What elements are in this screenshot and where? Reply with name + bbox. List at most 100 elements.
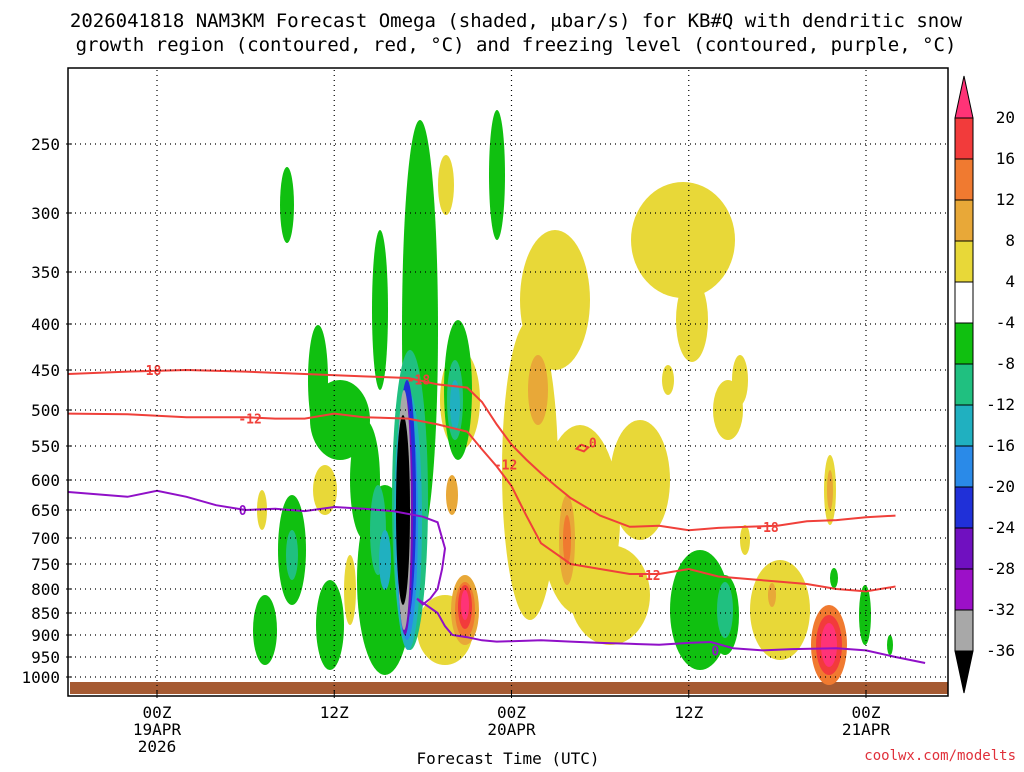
omega-blob — [859, 585, 871, 645]
omega-blob — [563, 515, 571, 565]
freezing-level-contour-label: 0 — [711, 644, 719, 659]
omega-blob — [253, 595, 277, 665]
y-tick-label: 850 — [31, 604, 60, 623]
colorbar-label: -36 — [986, 641, 1015, 660]
omega-blob — [450, 380, 460, 430]
x-tick-label: 12Z — [320, 703, 349, 722]
omega-blob — [528, 355, 548, 425]
dgz-contour-label: -18 — [407, 374, 431, 389]
colorbar-label: 12 — [996, 190, 1015, 209]
x-tick-label: 21APR — [842, 720, 891, 739]
omega-blob — [732, 355, 748, 405]
y-tick-label: 700 — [31, 529, 60, 548]
x-tick-label: 00Z — [852, 703, 881, 722]
omega-blob — [316, 580, 344, 670]
x-tick-label: 00Z — [143, 703, 172, 722]
x-tick-label: 19APR — [133, 720, 182, 739]
dgz-contour-label: -12 — [238, 413, 261, 428]
dgz-contour-label: -18 — [755, 521, 779, 536]
x-tick-label: 00Z — [497, 703, 526, 722]
y-tick-label: 550 — [31, 437, 60, 456]
colorbar-swatch — [954, 199, 974, 242]
contour-layer: -18 -18 -18 -12 -12 -12 0 0 0 — [68, 364, 926, 664]
colorbar-label: -24 — [986, 518, 1015, 537]
omega-blob — [438, 155, 454, 215]
colorbar-label: -8 — [996, 354, 1015, 373]
credit-text: coolwx.com/modelts — [864, 748, 1016, 764]
omega-blob — [768, 583, 776, 607]
colorbar-swatch — [954, 445, 974, 488]
dgz-contour-line — [68, 412, 896, 593]
omega-blob — [750, 560, 810, 660]
colorbar-swatch — [954, 527, 974, 570]
freezing-level-contour-label: 0 — [239, 504, 247, 519]
omega-blob — [280, 167, 294, 243]
omega-blob — [676, 278, 708, 362]
colorbar-bottom-arrow — [954, 650, 974, 694]
y-tick-label: 300 — [31, 204, 60, 223]
colorbar-swatch — [954, 322, 974, 365]
colorbar-label: 4 — [1005, 272, 1015, 291]
colorbar-swatch — [954, 158, 974, 201]
colorbar-label: 20 — [996, 108, 1015, 127]
x-axis-label: Forecast Time (UTC) — [416, 749, 599, 768]
omega-blob — [379, 530, 391, 590]
omega-blob — [740, 525, 750, 555]
plot-frame — [67, 67, 949, 697]
y-tick-label: 950 — [31, 648, 60, 667]
chart-title-line1: 2026041818 NAM3KM Forecast Omega (shaded… — [70, 10, 963, 32]
omega-shading: -18 -18 -18 -12 -12 -12 0 0 0 — [68, 110, 948, 694]
colorbar-swatch — [954, 363, 974, 406]
omega-blob — [887, 635, 893, 655]
colorbar-swatch — [954, 240, 974, 283]
colorbar-swatch — [954, 117, 974, 160]
omega-blob — [372, 230, 388, 390]
colorbar: 20 16 12 8 4 -4 -8 -12 -16 -20 -24 -28 -32 -36 — [954, 75, 1015, 694]
dgz-contour-label: 0 — [589, 436, 597, 451]
y-tick-label: 250 — [31, 135, 60, 154]
omega-blob — [313, 465, 337, 515]
colorbar-label: -16 — [986, 436, 1015, 455]
omega-blob — [821, 623, 837, 667]
colorbar-label: 16 — [996, 149, 1015, 168]
colorbar-label: -4 — [996, 313, 1015, 332]
chart-grid — [70, 70, 948, 694]
omega-blob — [717, 582, 733, 638]
omega-blob — [489, 110, 505, 240]
colorbar-label: 8 — [1005, 231, 1015, 250]
y-tick-label: 1000 — [21, 668, 60, 687]
y-axis: 250 300 350 400 450 500 550 600 650 700 750 800 850 9… — [21, 135, 72, 687]
omega-blob — [631, 182, 735, 298]
y-tick-label: 750 — [31, 555, 60, 574]
colorbar-top-arrow — [954, 75, 974, 119]
omega-negative-weak — [253, 110, 893, 675]
x-tick-label: 12Z — [674, 703, 703, 722]
colorbar-swatch — [954, 568, 974, 611]
omega-blob — [827, 470, 833, 510]
colorbar-swatch — [954, 281, 974, 324]
omega-blob — [830, 568, 838, 588]
y-tick-label: 350 — [31, 263, 60, 282]
omega-blob — [286, 530, 298, 580]
colorbar-label: -12 — [986, 395, 1015, 414]
omega-blob — [344, 555, 356, 625]
dgz-contour-label: -12 — [637, 569, 660, 584]
y-tick-label: 650 — [31, 501, 60, 520]
omega-blob — [396, 415, 410, 605]
y-tick-label: 900 — [31, 626, 60, 645]
dgz-contour-label: -18 — [138, 364, 162, 379]
y-tick-label: 600 — [31, 471, 60, 490]
colorbar-label: -20 — [986, 477, 1015, 496]
terrain-strip — [70, 682, 948, 694]
y-tick-label: 450 — [31, 361, 60, 380]
omega-blob — [446, 475, 458, 515]
omega-blob — [662, 365, 674, 395]
colorbar-swatch — [954, 404, 974, 447]
dgz-contour-label: -12 — [494, 458, 517, 473]
omega-core — [396, 415, 410, 605]
dgz-contour-line — [68, 368, 896, 532]
colorbar-swatch — [954, 486, 974, 529]
omega-blob — [570, 545, 650, 645]
